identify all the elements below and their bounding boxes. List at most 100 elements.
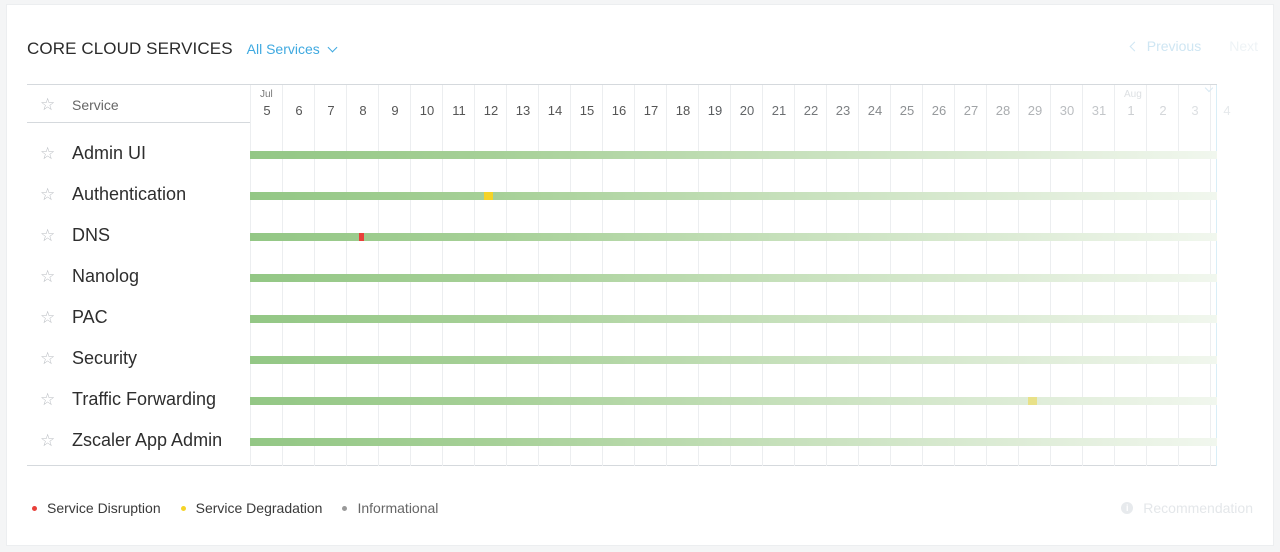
day-label: 5 <box>263 103 271 118</box>
day-label: 3 <box>1191 103 1199 118</box>
service-row[interactable]: ☆ Zscaler App Admin <box>27 420 1217 461</box>
status-bar[interactable] <box>250 192 1217 200</box>
day-label: 20 <box>739 103 755 118</box>
service-row[interactable]: ☆ Security <box>27 338 1217 379</box>
star-icon[interactable]: ☆ <box>40 144 56 163</box>
day-label: 10 <box>419 103 435 118</box>
star-icon[interactable]: ☆ <box>40 390 56 409</box>
degradation-marker[interactable] <box>1028 397 1037 405</box>
day-label: 15 <box>579 103 595 118</box>
legend-item: Service Degradation <box>180 500 323 516</box>
day-label: 16 <box>611 103 627 118</box>
day-label: 21 <box>771 103 787 118</box>
day-label: 19 <box>707 103 723 118</box>
service-name: Zscaler App Admin <box>72 430 223 450</box>
day-label: 26 <box>931 103 947 118</box>
service-column-header: ☆ Service <box>40 96 119 113</box>
recommendation-button[interactable]: i Recommendation <box>1121 500 1253 516</box>
status-bar[interactable] <box>250 356 1217 364</box>
service-row[interactable]: ☆ Traffic Forwarding <box>27 379 1217 420</box>
day-label: 12 <box>483 103 499 118</box>
service-row[interactable]: ☆ PAC <box>27 297 1217 338</box>
status-bar[interactable] <box>250 151 1217 159</box>
star-icon[interactable]: ☆ <box>40 226 56 245</box>
star-icon[interactable]: ☆ <box>40 267 56 286</box>
star-icon[interactable]: ☆ <box>40 185 56 204</box>
degradation-marker[interactable] <box>484 192 493 200</box>
star-icon[interactable]: ☆ <box>40 308 56 327</box>
star-icon[interactable]: ☆ <box>40 349 56 368</box>
panel-header: CORE CLOUD SERVICES All Services <box>27 36 338 62</box>
chevron-left-icon <box>1129 41 1140 51</box>
day-label: 7 <box>327 103 335 118</box>
panel-title: CORE CLOUD SERVICES <box>27 39 233 58</box>
service-name: Authentication <box>72 184 187 204</box>
previous-label: Previous <box>1146 38 1202 54</box>
day-label: 24 <box>867 103 883 118</box>
service-name-cell: ☆ PAC <box>40 297 108 338</box>
day-label: 31 <box>1091 103 1107 118</box>
status-bar[interactable] <box>250 315 1217 323</box>
day-label: 13 <box>515 103 531 118</box>
day-label: 14 <box>547 103 563 118</box>
status-bar[interactable] <box>250 438 1217 446</box>
legend-label: Service Degradation <box>195 500 323 516</box>
pagination: Previous Next <box>1129 38 1258 54</box>
status-bar[interactable] <box>250 233 1217 241</box>
recommendation-label: Recommendation <box>1143 500 1253 516</box>
grid-bottom-divider <box>27 465 1217 466</box>
legend-dot-icon <box>180 505 186 511</box>
day-label: 25 <box>899 103 915 118</box>
day-label: 1 <box>1127 103 1135 118</box>
grid-top-divider <box>27 84 1217 85</box>
day-label: 18 <box>675 103 691 118</box>
services-filter-dropdown[interactable]: All Services <box>246 41 338 57</box>
service-name-cell: ☆ DNS <box>40 215 110 256</box>
day-label: 4 <box>1223 103 1231 118</box>
legend-item: Service Disruption <box>32 500 161 516</box>
status-bar[interactable] <box>250 397 1217 405</box>
day-label: 29 <box>1027 103 1043 118</box>
day-label: 6 <box>295 103 303 118</box>
service-name: Nanolog <box>72 266 140 286</box>
day-label: 30 <box>1059 103 1075 118</box>
chevron-down-icon <box>327 42 338 52</box>
day-label: 17 <box>643 103 659 118</box>
service-name: PAC <box>72 307 108 327</box>
service-row[interactable]: ☆ Nanolog <box>27 256 1217 297</box>
legend-dot-icon <box>32 505 37 511</box>
disruption-marker[interactable] <box>359 233 364 241</box>
service-name-cell: ☆ Admin UI <box>40 133 146 174</box>
service-name: DNS <box>72 225 111 245</box>
service-column-label: Service <box>72 96 119 113</box>
service-name-cell: ☆ Zscaler App Admin <box>40 420 222 461</box>
star-icon[interactable]: ☆ <box>40 95 56 114</box>
service-name-cell: ☆ Security <box>40 338 137 379</box>
service-name-cell: ☆ Traffic Forwarding <box>40 379 216 420</box>
legend-label: Service Disruption <box>47 500 161 516</box>
service-name-cell: ☆ Nanolog <box>40 256 139 297</box>
legend-dot-icon <box>342 505 348 511</box>
day-label: 8 <box>359 103 367 118</box>
month-label: Jul <box>260 89 273 100</box>
day-label: 2 <box>1159 103 1167 118</box>
header-divider <box>27 122 250 123</box>
service-name: Security <box>72 348 138 368</box>
star-icon[interactable]: ☆ <box>40 431 56 450</box>
info-icon: i <box>1121 502 1134 514</box>
next-button[interactable]: Next <box>1229 38 1258 54</box>
service-row[interactable]: ☆ Admin UI <box>27 133 1217 174</box>
service-name-cell: ☆ Authentication <box>40 174 186 215</box>
services-filter-label: All Services <box>246 41 320 57</box>
service-row[interactable]: ☆ DNS <box>27 215 1217 256</box>
legend-label: Informational <box>357 500 439 516</box>
service-row[interactable]: ☆ Authentication <box>27 174 1217 215</box>
status-bar[interactable] <box>250 274 1217 282</box>
day-label: 28 <box>995 103 1011 118</box>
day-label: 9 <box>391 103 399 118</box>
day-label: 11 <box>452 103 466 118</box>
day-label: 27 <box>963 103 979 118</box>
previous-button[interactable]: Previous <box>1129 38 1202 54</box>
day-label: 23 <box>835 103 851 118</box>
month-label: Aug <box>1124 89 1142 100</box>
